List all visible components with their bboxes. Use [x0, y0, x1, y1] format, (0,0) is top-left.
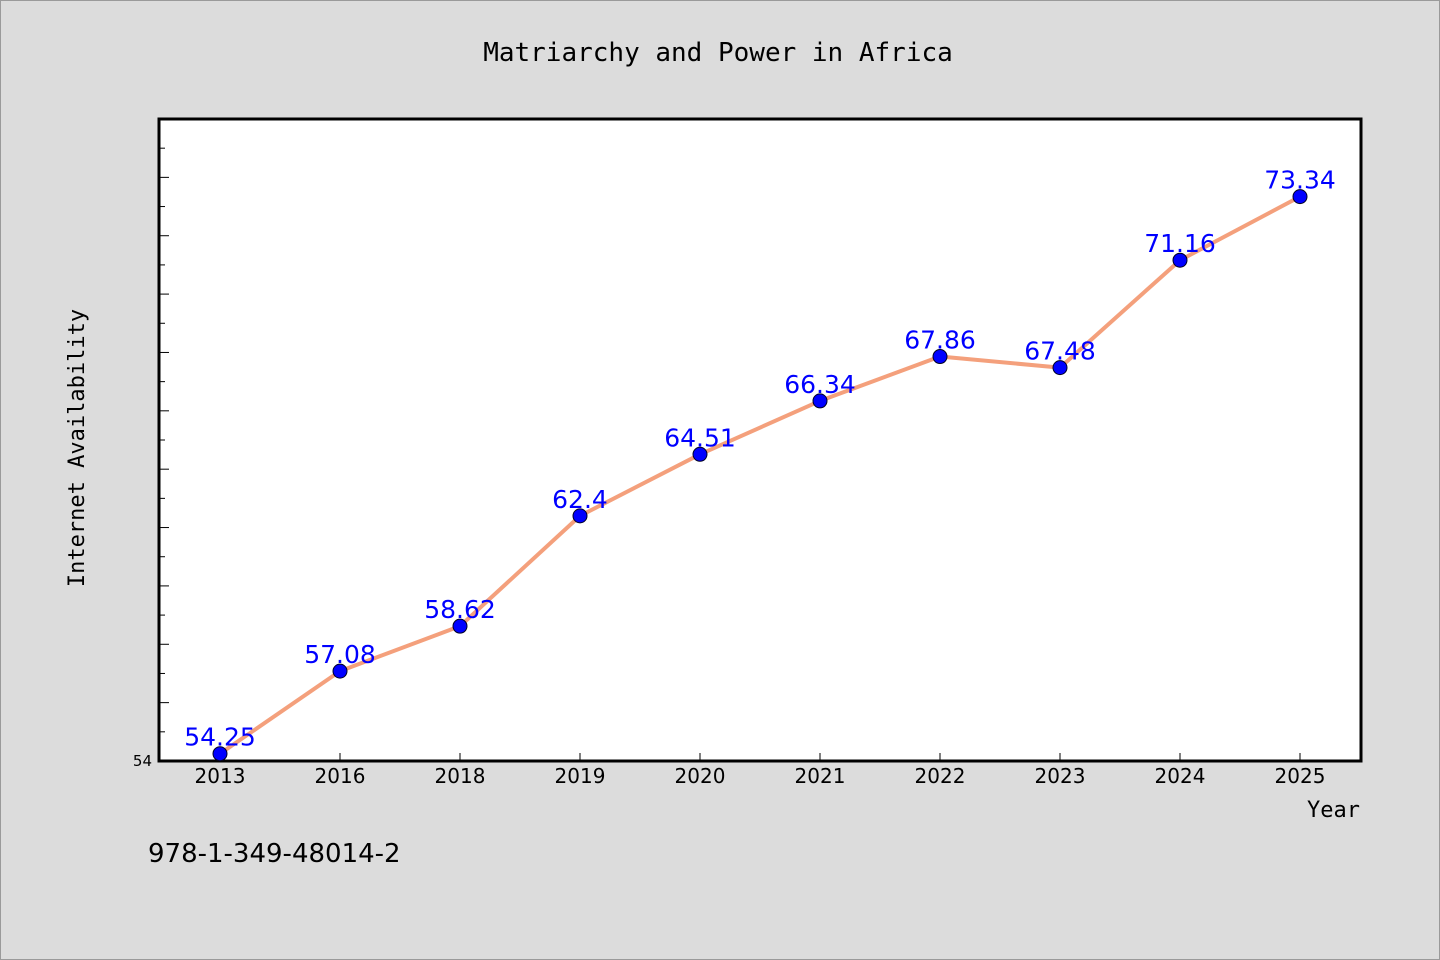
x-tick-label: 2023: [1035, 764, 1086, 788]
x-tick-label: 2018: [435, 764, 486, 788]
y-axis-label: Internet Availability: [65, 309, 90, 587]
data-label: 57.08: [304, 640, 376, 669]
x-tick-label: 2022: [915, 764, 966, 788]
x-tick-label: 2019: [555, 764, 606, 788]
x-tick-labels: 2013 2016 2018 2019 2020 2021 2022 2023 2024 2025: [195, 764, 1326, 788]
data-label: 62.4: [552, 485, 608, 514]
data-point: [572, 508, 588, 524]
y-tick-label: 54: [133, 752, 152, 770]
x-tick-label: 2024: [1155, 764, 1206, 788]
x-tick-label: 2021: [795, 764, 846, 788]
series-markers: [212, 189, 1308, 762]
data-label: 67.48: [1024, 337, 1096, 366]
data-point: [812, 393, 828, 409]
x-tick-label: 2013: [195, 764, 246, 788]
data-label: 66.34: [784, 370, 856, 399]
data-label: 54.25: [184, 723, 256, 752]
data-point: [452, 618, 468, 634]
data-label: 67.86: [904, 326, 976, 355]
plot-area: [157, 117, 1363, 763]
data-point: [212, 746, 228, 762]
data-label: 73.34: [1264, 166, 1336, 195]
data-label: 71.16: [1144, 229, 1216, 258]
y-axis-ticks: [159, 147, 169, 762]
x-tick-label: 2016: [315, 764, 366, 788]
data-point: [1172, 252, 1188, 268]
footnote: 978-1-349-48014-2: [148, 839, 401, 869]
series-line: [218, 194, 1301, 756]
x-axis-ticks: [219, 753, 1301, 761]
data-point: [692, 446, 708, 462]
data-label: 58.62: [424, 595, 496, 624]
chart-title: Matriarchy and Power in Africa: [483, 38, 953, 68]
x-axis-label: Year: [1307, 798, 1360, 823]
data-point: [1052, 360, 1068, 376]
data-point: [1292, 189, 1308, 205]
data-point: [932, 349, 948, 365]
data-label: 64.51: [664, 423, 736, 452]
data-labels: 54.25 57.08 58.62 62.4 64.51 66.34 67.86 67.48 7…: [184, 166, 1336, 752]
x-tick-label: 2020: [675, 764, 726, 788]
x-tick-label: 2025: [1275, 764, 1326, 788]
data-point: [332, 663, 348, 679]
